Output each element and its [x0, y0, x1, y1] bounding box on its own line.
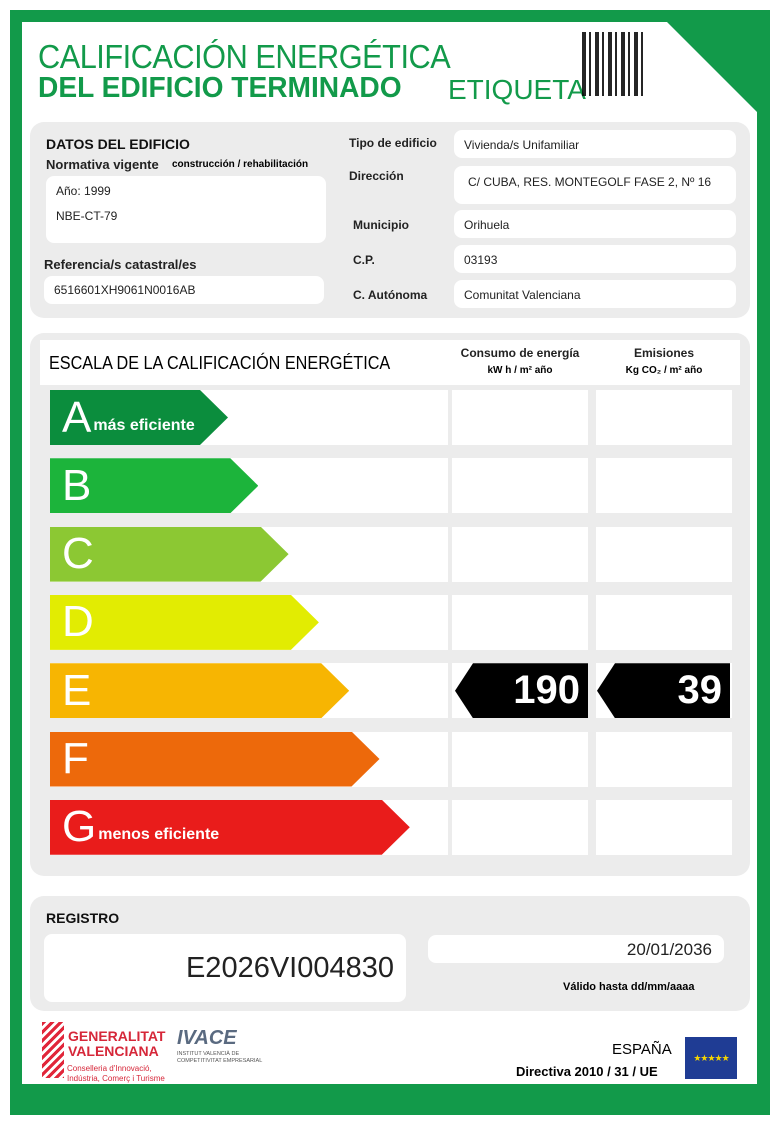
consumo-header: Consumo de energía	[460, 346, 580, 360]
emisiones-cell	[596, 799, 732, 855]
registro-code: E2026VI004830	[44, 934, 406, 1002]
consumo-unit: kW h / m² año	[487, 365, 553, 376]
gva-logo: GENERALITAT VALENCIANA	[68, 1028, 166, 1059]
direccion-value: C/ CUBA, RES. MONTEGOLF FASE 2, Nº 16	[454, 166, 736, 204]
eu-flag-icon: ★★★★★	[685, 1037, 737, 1079]
gva-sub: Conselleria d'Innovació, Indústria, Comer…	[67, 1064, 165, 1083]
qr-code-icon[interactable]	[582, 32, 646, 96]
rating-bar-F: F	[50, 731, 380, 787]
emisiones-cell	[596, 594, 732, 650]
ivace-sub: INSTITUT VALENCIÀ DE COMPETITIVITAT EMPRE…	[177, 1051, 263, 1064]
rating-bar-D: D	[50, 594, 319, 650]
tipo-label: Tipo de edificio	[349, 136, 437, 150]
ivace-logo: IVACE	[177, 1027, 237, 1049]
normativa-box: Año: 1999 NBE-CT-79	[46, 176, 326, 243]
consumo-cell	[452, 526, 588, 582]
emisiones-cell	[596, 390, 732, 445]
tipo-value: Vivienda/s Unifamiliar	[454, 130, 736, 158]
valid-label: Válido hasta dd/mm/aaaa	[563, 981, 695, 993]
title-line2: DEL EDIFICIO TERMINADO	[38, 72, 402, 104]
direccion-label: Dirección	[349, 169, 404, 183]
emisiones-cell	[596, 731, 732, 787]
consumo-cell	[452, 594, 588, 650]
rating-letter: B	[62, 460, 92, 510]
rating-letter: E	[62, 665, 92, 715]
rating-letter: A	[62, 392, 92, 442]
consumo-cell	[452, 731, 588, 787]
normativa-label: Normativa vigente	[46, 157, 159, 172]
registro-label: REGISTRO	[46, 910, 120, 926]
valid-date: 20/01/2036	[428, 935, 724, 963]
consumo-value: 190	[455, 663, 588, 719]
rating-caption: más eficiente	[93, 416, 195, 434]
emisiones-value: 39	[597, 663, 730, 719]
rating-bar-C: C	[50, 526, 289, 582]
building-section-title: DATOS DEL EDIFICIO	[46, 136, 190, 152]
consumo-cell	[452, 799, 588, 855]
consumo-cell	[452, 458, 588, 514]
rating-letter: G	[62, 802, 97, 852]
autonoma-value: Comunitat Valenciana	[454, 280, 736, 308]
ref-label: Referencia/s catastral/es	[44, 257, 197, 272]
autonoma-label: C. Autónoma	[353, 288, 428, 302]
cp-value: 03193	[454, 245, 736, 273]
rating-caption: menos eficiente	[98, 826, 220, 844]
scale-title: ESCALA DE LA CALIFICACIÓN ENERGÉTICA	[49, 353, 391, 373]
emisiones-unit: Kg CO₂ / m² año	[625, 365, 703, 376]
emisiones-cell	[596, 458, 732, 514]
emisiones-header: Emisiones	[633, 346, 695, 360]
title-label: ETIQUETA	[448, 74, 586, 105]
title-line1: CALIFICACIÓN ENERGÉTICA	[38, 38, 451, 75]
municipio-value: Orihuela	[454, 210, 736, 238]
rating-letter: D	[62, 597, 94, 647]
consumo-cell	[452, 390, 588, 445]
gva-logo-icon	[42, 1022, 64, 1078]
municipio-label: Municipio	[353, 218, 409, 232]
rating-letter: F	[62, 734, 89, 783]
ref-value: 6516601XH9061N0016AB	[44, 276, 324, 304]
rating-letter: C	[62, 529, 94, 579]
rating-bar-E: E	[50, 663, 350, 719]
norma: NBE-CT-79	[56, 209, 118, 223]
cp-label: C.P.	[353, 253, 375, 267]
scale-header-bg	[40, 340, 740, 385]
emisiones-cell	[596, 526, 732, 582]
year: Año: 1999	[56, 184, 111, 198]
normativa-sub: construcción / rehabilitación	[172, 159, 309, 170]
rating-bar-B: B	[50, 458, 259, 514]
country: ESPAÑA	[612, 1041, 672, 1058]
directive: Directiva 2010 / 31 / UE	[516, 1064, 658, 1079]
